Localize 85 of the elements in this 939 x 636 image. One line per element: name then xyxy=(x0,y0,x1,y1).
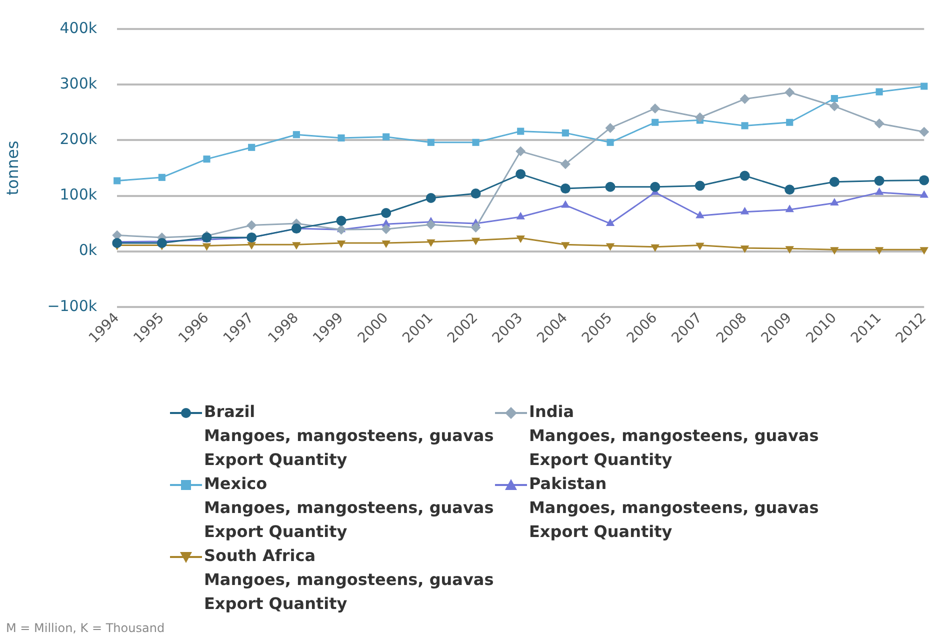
point xyxy=(246,220,257,230)
point xyxy=(517,128,524,135)
legend-label: Mexico Mangoes, mangosteens, guavas Export Quantity xyxy=(204,473,494,543)
point xyxy=(605,122,616,133)
point xyxy=(114,177,121,184)
point xyxy=(694,112,705,122)
point xyxy=(247,242,256,250)
point xyxy=(246,232,257,242)
point xyxy=(650,182,660,192)
point xyxy=(606,243,615,251)
point xyxy=(470,188,481,199)
legend-label: India Mangoes, mangosteens, guavas Export Quantity xyxy=(529,401,819,471)
point xyxy=(248,144,256,151)
point xyxy=(427,138,434,146)
point xyxy=(741,122,748,130)
point xyxy=(920,247,928,255)
point xyxy=(158,174,166,181)
point xyxy=(874,247,884,255)
point xyxy=(785,246,794,254)
point xyxy=(920,190,928,198)
y-tick-label: 0k xyxy=(78,241,98,260)
point xyxy=(784,184,795,195)
point xyxy=(291,224,302,234)
y-tick-label: 300k xyxy=(60,74,98,92)
point xyxy=(471,238,480,246)
point xyxy=(784,87,795,98)
point xyxy=(740,246,750,254)
point xyxy=(606,218,615,226)
point xyxy=(336,216,346,226)
point xyxy=(381,224,392,234)
point xyxy=(696,242,704,250)
point xyxy=(650,244,660,252)
point xyxy=(426,220,436,230)
point xyxy=(203,156,210,163)
point xyxy=(650,103,660,114)
point xyxy=(202,243,212,251)
legend-label: Brazil Mangoes, mangosteens, guavas Export Quantity xyxy=(204,401,494,471)
point xyxy=(786,118,794,126)
point xyxy=(516,236,525,243)
point xyxy=(156,238,167,248)
point xyxy=(292,242,301,250)
point xyxy=(829,101,840,112)
y-tick-label: 200k xyxy=(60,130,98,148)
point xyxy=(874,176,884,186)
point xyxy=(426,239,436,247)
point xyxy=(470,222,481,232)
point xyxy=(829,176,840,187)
text: M = Million, K = Thousand xyxy=(6,621,165,635)
point xyxy=(919,175,930,186)
y-axis-title: tonnes xyxy=(2,140,22,196)
point xyxy=(382,133,390,140)
point xyxy=(740,170,750,181)
point xyxy=(381,208,392,218)
legend-label: Pakistan Mangoes, mangosteens, guavas Export Quantity xyxy=(529,473,819,543)
point xyxy=(830,247,839,255)
point xyxy=(560,184,570,194)
point xyxy=(472,138,480,146)
point xyxy=(382,240,390,248)
point xyxy=(292,131,300,138)
point xyxy=(606,138,614,146)
point xyxy=(874,118,884,128)
point xyxy=(830,94,838,102)
point xyxy=(920,82,928,90)
point xyxy=(426,192,436,203)
point xyxy=(652,118,659,126)
point xyxy=(516,169,526,180)
point xyxy=(336,240,346,248)
point xyxy=(560,159,570,170)
point xyxy=(740,94,750,104)
y-tick-label: 100k xyxy=(60,186,98,204)
point xyxy=(561,242,570,250)
point xyxy=(112,238,122,248)
point xyxy=(605,182,616,192)
point xyxy=(338,134,345,142)
point xyxy=(785,204,794,212)
point xyxy=(336,224,346,235)
legend-label: South Africa Mangoes, mangosteens, guavas Export Quantity xyxy=(204,545,494,615)
y-tick-label: 400k xyxy=(60,18,98,37)
y-tick-label: −100k xyxy=(47,296,98,315)
point xyxy=(919,126,930,137)
point xyxy=(876,88,883,96)
point xyxy=(694,180,705,191)
point xyxy=(562,129,569,136)
point xyxy=(516,146,526,156)
point xyxy=(561,200,570,208)
